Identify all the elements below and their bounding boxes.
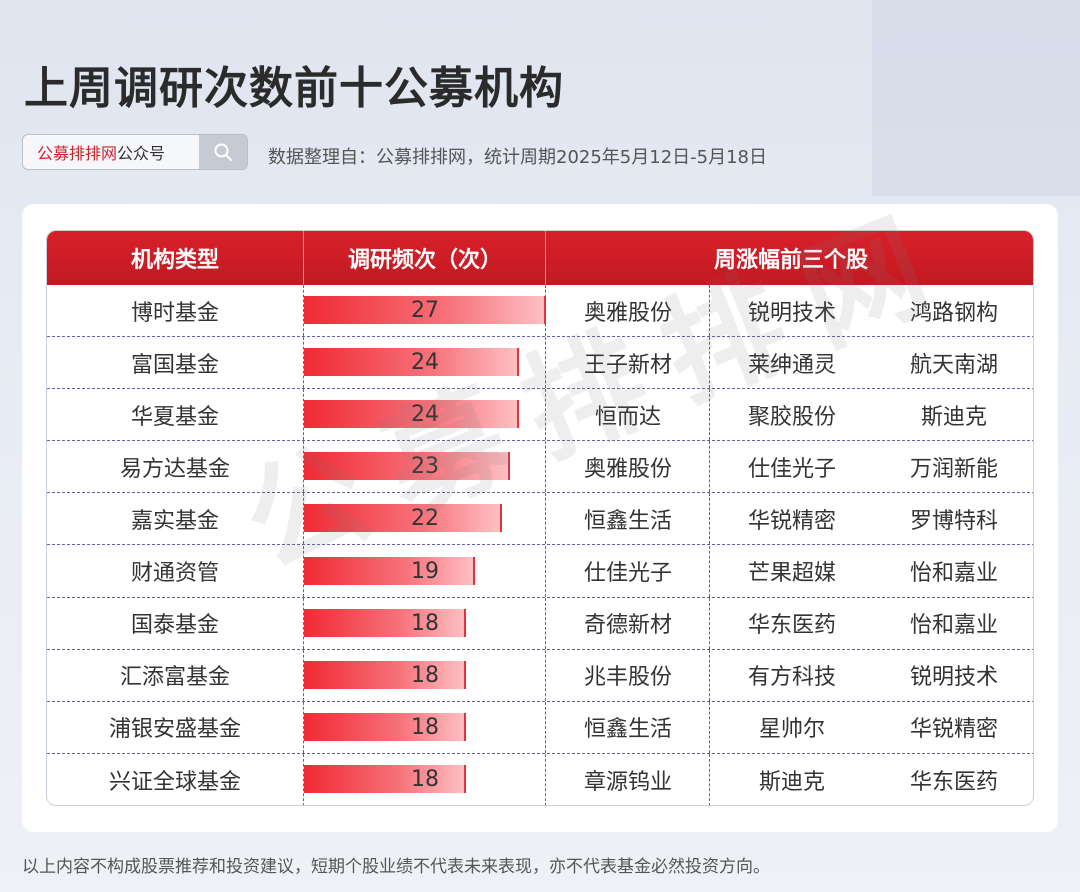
count-bar (304, 608, 466, 637)
institution-name: 富国基金 (130, 352, 219, 378)
top-stock-2: 星帅尔 (709, 701, 874, 753)
top-stock-3: 罗博特科 (909, 508, 998, 534)
table-row: 国泰基金 18 奇德新材 华东医药 怡和嘉业 (47, 597, 1033, 650)
institution-name: 汇添富基金 (119, 665, 230, 691)
search-box[interactable]: 公募排排网 公众号 (22, 134, 248, 170)
header-institution-type: 机构类型 (130, 248, 219, 273)
top-stock-2: 芒果超媒 (709, 545, 874, 597)
table-row: 华夏基金 24 恒而达 聚胶股份 斯迪克 (47, 389, 1033, 442)
count-bar (304, 348, 519, 377)
top-stock-2: 锐明技术 (709, 285, 874, 336)
top-stock-1: 恒鑫生活 (545, 701, 710, 753)
count-bar (304, 400, 519, 429)
survey-count-cell: 18 (303, 649, 546, 701)
top-stock-1: 王子新材 (545, 337, 710, 389)
top-stock-2: 斯迪克 (709, 753, 874, 805)
top-stock-1: 恒鑫生活 (545, 493, 710, 545)
count-bar (304, 764, 466, 793)
table-row: 兴证全球基金 18 章源钨业 斯迪克 华东医药 (47, 753, 1033, 805)
top-stock-1: 仕佳光子 (545, 545, 710, 597)
top-stock-3: 鸿路钢构 (909, 300, 998, 326)
count-label: 24 (411, 350, 439, 376)
top-stock-2: 莱绅通灵 (709, 337, 874, 389)
ranking-table: 机构类型 调研频次（次） 周涨幅前三个股 博时基金 27 奥雅股份 锐明技术 鸿路钢构富… (46, 230, 1034, 806)
table-row: 浦银安盛基金 18 恒鑫生活 星帅尔 华锐精密 (47, 701, 1033, 754)
institution-name: 博时基金 (130, 300, 219, 326)
table-header: 机构类型 调研频次（次） 周涨幅前三个股 (47, 231, 1033, 285)
survey-count-cell: 18 (303, 753, 546, 805)
table-card: 机构类型 调研频次（次） 周涨幅前三个股 博时基金 27 奥雅股份 锐明技术 鸿路钢构富… (22, 204, 1058, 832)
top-stock-3: 万润新能 (909, 456, 998, 482)
top-stock-1: 兆丰股份 (545, 649, 710, 701)
survey-count-cell: 24 (303, 337, 546, 389)
top-stock-3: 斯迪克 (920, 404, 987, 430)
table-row: 博时基金 27 奥雅股份 锐明技术 鸿路钢构 (47, 285, 1033, 337)
table-row: 富国基金 24 王子新材 莱绅通灵 航天南湖 (47, 337, 1033, 390)
survey-count-cell: 18 (303, 597, 546, 649)
source-note: 数据整理自：公募排排网，统计周期2025年5月12日-5月18日 (268, 147, 768, 168)
table-row: 财通资管 19 仕佳光子 芒果超媒 怡和嘉业 (47, 545, 1033, 598)
survey-count-cell: 19 (303, 545, 546, 597)
count-label: 23 (411, 454, 439, 480)
institution-name: 兴证全球基金 (108, 769, 241, 795)
table-row: 汇添富基金 18 兆丰股份 有方科技 锐明技术 (47, 649, 1033, 702)
count-bar (304, 660, 466, 689)
count-label: 18 (411, 610, 439, 636)
survey-count-cell: 27 (303, 285, 546, 336)
top-stock-2: 华锐精密 (709, 493, 874, 545)
search-label: 公募排排网 公众号 (23, 135, 199, 169)
search-button[interactable] (199, 135, 247, 169)
search-brand: 公募排排网 (37, 144, 118, 163)
institution-name: 国泰基金 (130, 613, 219, 639)
count-bar (304, 556, 475, 585)
count-label: 27 (411, 298, 439, 323)
search-suffix: 公众号 (117, 144, 166, 163)
top-stock-1: 奥雅股份 (545, 285, 710, 336)
count-label: 24 (411, 402, 439, 428)
institution-name: 易方达基金 (119, 456, 230, 482)
top-stock-3: 华东医药 (909, 769, 998, 795)
top-stock-2: 仕佳光子 (709, 441, 874, 493)
count-bar (304, 296, 546, 324)
search-icon (214, 143, 232, 161)
count-label: 19 (411, 558, 439, 584)
institution-name: 浦银安盛基金 (108, 717, 241, 743)
count-label: 18 (411, 767, 439, 793)
top-stock-3: 华锐精密 (909, 717, 998, 743)
top-stock-3: 怡和嘉业 (909, 613, 998, 639)
count-bar (304, 452, 510, 481)
count-label: 18 (411, 714, 439, 740)
survey-count-cell: 23 (303, 441, 546, 493)
institution-name: 华夏基金 (130, 404, 219, 430)
corner-decoration (872, 0, 1080, 196)
count-label: 18 (411, 662, 439, 688)
table-row: 易方达基金 23 奥雅股份 仕佳光子 万润新能 (47, 441, 1033, 494)
header-top-stocks: 周涨幅前三个股 (545, 231, 1033, 285)
top-stock-1: 奇德新材 (545, 597, 710, 649)
header-survey-count: 调研频次（次） (303, 231, 546, 285)
top-stock-3: 锐明技术 (909, 665, 998, 691)
count-bar (304, 712, 466, 741)
top-stock-1: 奥雅股份 (545, 441, 710, 493)
top-stock-2: 聚胶股份 (709, 389, 874, 441)
table-row: 嘉实基金 22 恒鑫生活 华锐精密 罗博特科 (47, 493, 1033, 546)
institution-name: 财通资管 (130, 561, 219, 586)
top-stock-3: 航天南湖 (909, 352, 998, 378)
survey-count-cell: 18 (303, 701, 546, 753)
top-stock-1: 恒而达 (545, 389, 710, 441)
count-label: 22 (411, 506, 439, 532)
disclaimer: 以上内容不构成股票推荐和投资建议，短期个股业绩不代表未来表现，亦不代表基金必然投… (22, 857, 770, 877)
top-stock-2: 华东医药 (709, 597, 874, 649)
top-stock-3: 怡和嘉业 (909, 561, 998, 586)
count-bar (304, 504, 502, 533)
institution-name: 嘉实基金 (130, 508, 219, 534)
top-stock-2: 有方科技 (709, 649, 874, 701)
top-stock-1: 章源钨业 (545, 753, 710, 805)
survey-count-cell: 24 (303, 389, 546, 441)
page-title: 上周调研次数前十公募机构 (24, 63, 564, 114)
survey-count-cell: 22 (303, 493, 546, 545)
